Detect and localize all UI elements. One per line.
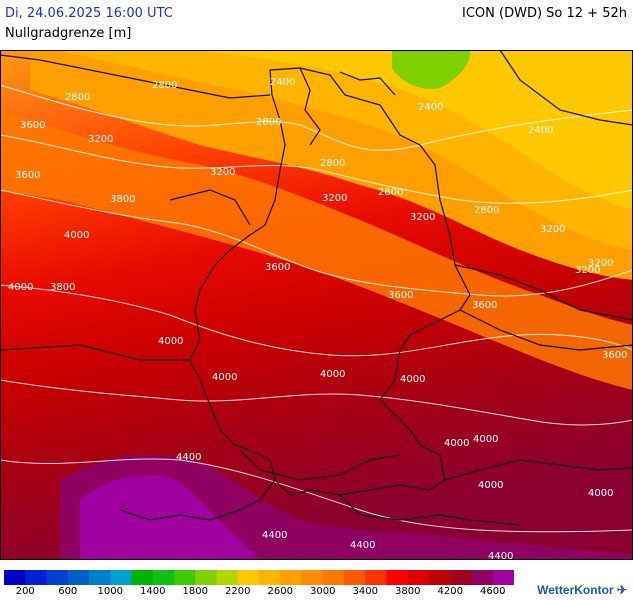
map-label: 3200 xyxy=(410,212,435,223)
map-label: 4000 xyxy=(320,369,345,380)
region-4600 xyxy=(80,475,260,560)
map-label: 4400 xyxy=(176,452,201,463)
legend-swatch xyxy=(386,570,409,585)
map-label: 4000 xyxy=(444,438,469,449)
legend-swatch xyxy=(195,570,217,585)
legend-swatch xyxy=(429,570,451,585)
map-label: 3600 xyxy=(602,350,627,361)
legend-label: 3800 xyxy=(395,586,421,597)
map-label: 3200 xyxy=(210,167,235,178)
legend-swatch xyxy=(322,570,345,585)
map-label: 3200 xyxy=(88,134,113,145)
isoline-labels: 2800 2800 2400 2400 3600 3200 3600 3200 … xyxy=(8,77,627,560)
legend-swatch xyxy=(301,570,324,585)
map-label: 4000 xyxy=(588,488,613,499)
legend-swatch xyxy=(216,570,239,585)
region-1400 xyxy=(392,50,471,89)
legend-swatch xyxy=(280,570,302,585)
legend-swatch xyxy=(407,570,430,585)
map-label: 3600 xyxy=(15,170,40,181)
map-label: 2800 xyxy=(65,92,90,103)
borders xyxy=(0,50,633,526)
map-label: 2400 xyxy=(418,102,443,113)
map-label: 3600 xyxy=(388,290,413,301)
legend-swatch xyxy=(46,570,69,585)
legend-swatch xyxy=(67,570,90,585)
legend-swatch xyxy=(89,570,111,585)
legend-swatch xyxy=(259,570,281,585)
legend-swatch xyxy=(25,570,47,585)
legend-label: 4200 xyxy=(437,586,463,597)
map-label: 3200 xyxy=(575,265,600,276)
map-label: 2800 xyxy=(152,80,177,91)
map-label: 2800 xyxy=(378,187,403,198)
map-label: 3600 xyxy=(20,120,45,131)
legend-label: 3000 xyxy=(310,586,336,597)
map-label: 4400 xyxy=(262,530,287,541)
legend-label: 3400 xyxy=(352,586,378,597)
wind-icon: ✈ xyxy=(616,583,627,597)
legend-swatch xyxy=(365,570,387,585)
map-label: 4000 xyxy=(478,480,503,491)
legend-swatch xyxy=(450,570,472,585)
legend-label: 2200 xyxy=(225,586,251,597)
map-label: 3800 xyxy=(50,282,75,293)
legend-swatch xyxy=(4,570,26,585)
map-label: 4000 xyxy=(400,374,425,385)
isolines xyxy=(0,84,633,533)
legend-swatch xyxy=(492,570,514,585)
legend-swatch xyxy=(344,570,366,585)
map-label: 2800 xyxy=(256,117,281,128)
legend-swatch xyxy=(237,570,260,585)
map-label: 2400 xyxy=(528,125,553,136)
legend-label: 600 xyxy=(58,586,78,597)
legend-label: 2600 xyxy=(267,586,293,597)
map-label: 4000 xyxy=(473,434,498,445)
legend-swatch xyxy=(471,570,494,585)
map-label: 2800 xyxy=(474,205,499,216)
brand-logo: WetterKontor ✈ xyxy=(537,583,627,597)
map-label: 3200 xyxy=(322,193,347,204)
region-2000 xyxy=(200,50,633,210)
map-label: 4000 xyxy=(8,282,33,293)
legend-label: 4600 xyxy=(480,586,506,597)
map-label: 2400 xyxy=(270,77,295,88)
map-label: 3600 xyxy=(265,262,290,273)
map-label: 4000 xyxy=(158,336,183,347)
map-label: 3600 xyxy=(472,300,497,311)
legend-swatch xyxy=(131,570,154,585)
forecast-datetime: Di, 24.06.2025 16:00 UTC xyxy=(5,6,173,21)
legend-label: 1400 xyxy=(140,586,166,597)
map-label: 3200 xyxy=(540,224,565,235)
map-label: 2800 xyxy=(320,158,345,169)
legend-label: 200 xyxy=(15,586,35,597)
map-label: 3200 xyxy=(588,258,613,269)
model-run-label: ICON (DWD) So 12 + 52h xyxy=(462,6,627,21)
legend-label: 1000 xyxy=(97,586,123,597)
map-label: 4000 xyxy=(212,372,237,383)
freezing-level-map: 2800 2800 2400 2400 3600 3200 3600 3200 … xyxy=(0,50,633,560)
region-3200 xyxy=(0,110,633,390)
map-label: 3800 xyxy=(110,194,135,205)
color-legend xyxy=(4,570,514,585)
parameter-title: Nullgradgrenze [m] xyxy=(5,26,132,41)
legend-swatch xyxy=(110,570,132,585)
map-label: 4400 xyxy=(350,540,375,551)
legend-swatch xyxy=(152,570,175,585)
map-label: 4400 xyxy=(488,551,513,560)
map-label: 4000 xyxy=(64,230,89,241)
legend-label: 1800 xyxy=(182,586,208,597)
legend-swatch xyxy=(174,570,196,585)
